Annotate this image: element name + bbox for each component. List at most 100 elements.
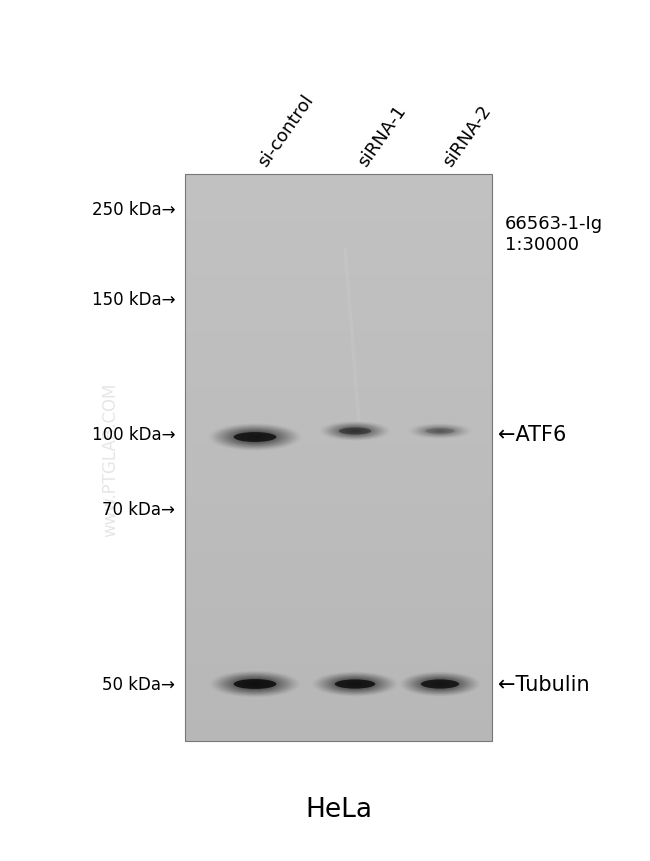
Ellipse shape <box>343 681 367 688</box>
Ellipse shape <box>352 430 359 432</box>
Ellipse shape <box>332 425 378 438</box>
Ellipse shape <box>427 428 453 435</box>
Ellipse shape <box>335 426 376 437</box>
Ellipse shape <box>427 680 453 688</box>
Ellipse shape <box>220 427 290 448</box>
Ellipse shape <box>320 674 389 694</box>
Ellipse shape <box>433 682 447 686</box>
Ellipse shape <box>400 672 480 697</box>
Ellipse shape <box>419 426 462 437</box>
Ellipse shape <box>404 673 475 695</box>
Ellipse shape <box>214 672 296 697</box>
Ellipse shape <box>420 678 460 691</box>
Text: 50 kDa→: 50 kDa→ <box>102 675 175 693</box>
Ellipse shape <box>352 430 358 432</box>
Ellipse shape <box>339 428 371 435</box>
Ellipse shape <box>316 673 394 696</box>
Ellipse shape <box>247 682 263 686</box>
Ellipse shape <box>409 675 471 694</box>
Ellipse shape <box>226 676 283 692</box>
Ellipse shape <box>328 424 383 439</box>
Ellipse shape <box>422 427 458 436</box>
Text: ←ATF6: ←ATF6 <box>498 424 566 444</box>
Ellipse shape <box>432 682 448 687</box>
Ellipse shape <box>240 680 269 689</box>
Ellipse shape <box>349 430 361 433</box>
Ellipse shape <box>421 427 460 437</box>
Ellipse shape <box>408 424 473 439</box>
Ellipse shape <box>231 678 279 691</box>
Ellipse shape <box>319 422 391 442</box>
Ellipse shape <box>413 676 467 692</box>
Ellipse shape <box>346 429 363 434</box>
Ellipse shape <box>350 430 360 433</box>
Ellipse shape <box>246 435 265 440</box>
Ellipse shape <box>215 426 294 449</box>
Ellipse shape <box>222 674 288 694</box>
Bar <box>185 175 492 741</box>
Ellipse shape <box>437 430 443 432</box>
Ellipse shape <box>214 425 296 449</box>
Ellipse shape <box>438 431 442 432</box>
Ellipse shape <box>436 430 445 432</box>
Ellipse shape <box>242 434 268 441</box>
Ellipse shape <box>331 678 379 691</box>
Ellipse shape <box>430 681 450 687</box>
Ellipse shape <box>406 674 474 695</box>
Ellipse shape <box>413 424 467 438</box>
Ellipse shape <box>409 424 471 439</box>
Ellipse shape <box>429 429 451 434</box>
Ellipse shape <box>350 683 359 685</box>
Ellipse shape <box>337 426 373 437</box>
Ellipse shape <box>313 672 397 697</box>
Ellipse shape <box>244 434 266 441</box>
Ellipse shape <box>317 673 393 695</box>
Ellipse shape <box>331 424 379 438</box>
Ellipse shape <box>249 436 261 439</box>
Text: www.PTGLAB.COM: www.PTGLAB.COM <box>101 382 119 536</box>
Ellipse shape <box>329 424 382 439</box>
Ellipse shape <box>402 672 478 696</box>
Ellipse shape <box>218 427 291 449</box>
Ellipse shape <box>341 428 369 436</box>
Ellipse shape <box>211 672 300 697</box>
Ellipse shape <box>321 422 389 441</box>
Text: siRNA-2: siRNA-2 <box>440 102 495 170</box>
Ellipse shape <box>242 680 268 688</box>
Ellipse shape <box>215 672 294 696</box>
Ellipse shape <box>315 672 395 696</box>
Text: HeLa: HeLa <box>305 796 372 822</box>
Ellipse shape <box>209 671 301 697</box>
Ellipse shape <box>342 428 368 435</box>
Ellipse shape <box>352 684 358 685</box>
Ellipse shape <box>343 428 367 435</box>
Ellipse shape <box>430 429 450 434</box>
Ellipse shape <box>325 423 385 440</box>
Ellipse shape <box>250 436 260 439</box>
Ellipse shape <box>339 679 372 689</box>
Ellipse shape <box>328 677 382 692</box>
Ellipse shape <box>231 430 279 444</box>
Ellipse shape <box>434 683 446 686</box>
Ellipse shape <box>338 427 372 437</box>
Ellipse shape <box>213 672 298 697</box>
Ellipse shape <box>436 683 444 685</box>
Ellipse shape <box>428 681 451 688</box>
Ellipse shape <box>238 432 272 443</box>
Text: ←Tubulin: ←Tubulin <box>498 674 590 694</box>
Ellipse shape <box>220 674 290 695</box>
Ellipse shape <box>415 677 465 692</box>
Ellipse shape <box>334 678 376 691</box>
Ellipse shape <box>425 429 454 434</box>
Ellipse shape <box>348 682 363 686</box>
Text: 150 kDa→: 150 kDa→ <box>92 291 175 308</box>
Ellipse shape <box>348 430 362 433</box>
Ellipse shape <box>246 681 265 687</box>
Ellipse shape <box>422 427 458 436</box>
Ellipse shape <box>235 431 276 443</box>
Ellipse shape <box>335 678 374 690</box>
Text: 70 kDa→: 70 kDa→ <box>102 500 175 518</box>
Ellipse shape <box>345 429 365 434</box>
Text: siRNA-1: siRNA-1 <box>355 102 410 170</box>
Ellipse shape <box>247 435 263 440</box>
